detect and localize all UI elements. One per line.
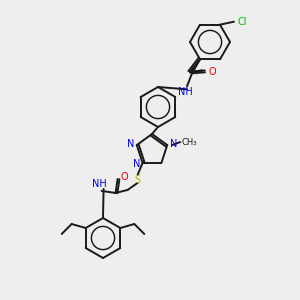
Text: N: N — [169, 139, 177, 149]
Text: Cl: Cl — [237, 17, 247, 27]
Text: S: S — [134, 175, 141, 185]
Text: O: O — [121, 172, 128, 182]
Text: N: N — [127, 139, 134, 149]
Text: N: N — [133, 159, 140, 169]
Text: O: O — [208, 67, 216, 77]
Text: CH₃: CH₃ — [182, 138, 197, 147]
Text: NH: NH — [92, 179, 107, 189]
Text: NH: NH — [178, 87, 192, 97]
